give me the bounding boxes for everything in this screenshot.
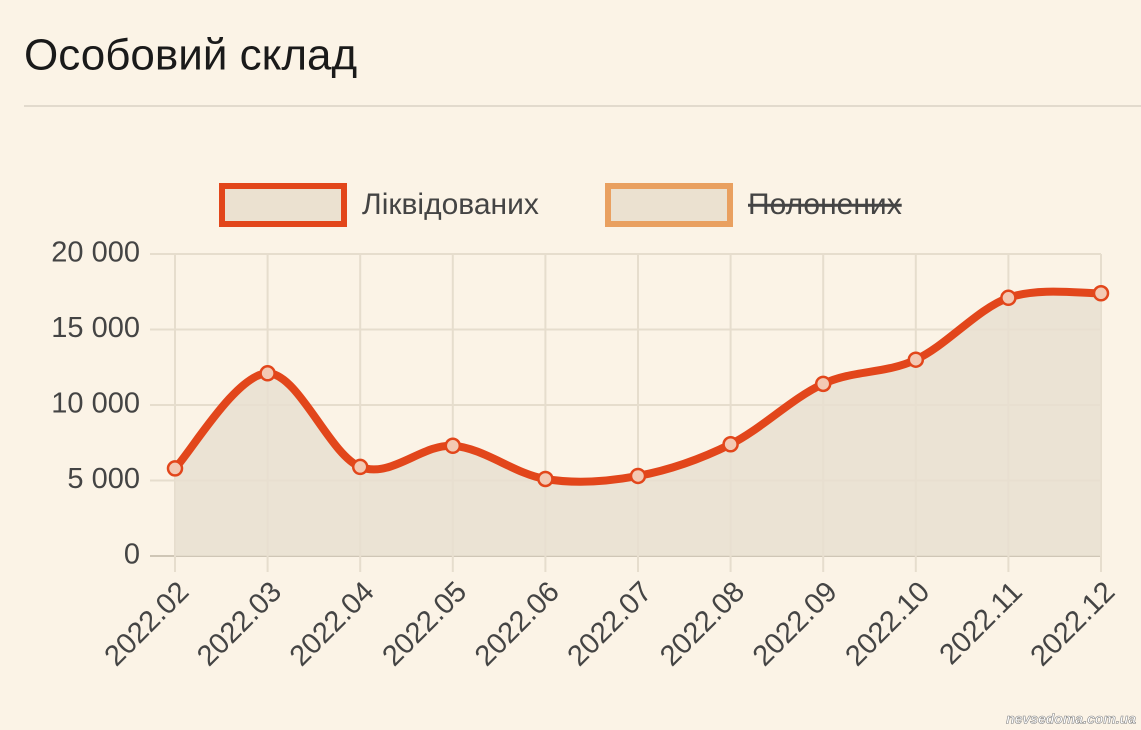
point [166,460,184,477]
point [259,365,276,382]
point [537,470,554,488]
point [629,467,647,485]
point [722,436,739,453]
legend-item: Ліквідованих [219,183,539,227]
y-tick-label: 10 000 [51,388,140,420]
y-tick-label: 15 000 [51,312,140,344]
legend-label: Ліквідованих [362,188,539,221]
y-tick-label: 0 [124,539,140,571]
line [172,287,1102,486]
watermark: nevsedoma.com.ua [1006,711,1136,727]
point [1092,285,1110,302]
point [351,458,369,476]
legend-swatch [605,183,733,227]
point [1000,289,1017,307]
page-title: Особовий склад [24,31,357,80]
y-tick-label: 20 000 [51,237,140,269]
point [444,437,462,455]
legend-item: Полонених [605,183,902,227]
area [175,291,1101,556]
y-tick-label: 5 000 [67,463,140,495]
point [814,375,832,393]
legend-label: Полонених [748,188,902,221]
legend-swatch [219,183,347,227]
point [907,351,925,368]
